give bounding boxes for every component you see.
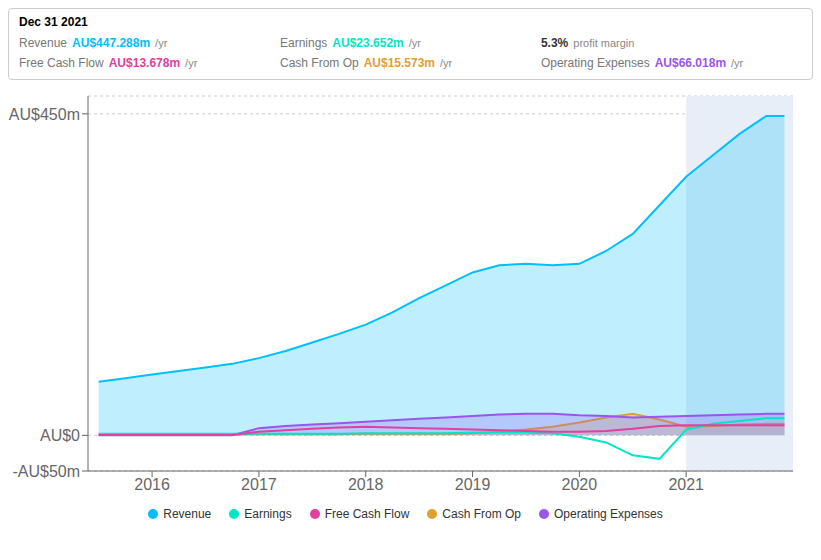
svg-text:AU$450m: AU$450m	[9, 106, 80, 123]
html-text:Revenue: Revenue	[163, 507, 212, 521]
html-text:/yr: /yr	[440, 57, 453, 69]
html-text:Free Cash Flow AU$13.678m /yr: Free Cash Flow AU$13.678m /yr	[19, 56, 198, 70]
svg-text:-AU$50m: -AU$50m	[12, 463, 80, 480]
html-text:Cash From Op: Cash From Op	[442, 507, 521, 521]
html-text:Earnings: Earnings	[244, 507, 292, 521]
html-text:Free Cash Flow: Free Cash Flow	[324, 507, 410, 521]
html-text:Revenue: Revenue	[19, 36, 67, 50]
svg-text:AU$0: AU$0	[40, 427, 80, 444]
svg-text:2019: 2019	[455, 476, 491, 493]
svg-text:2018: 2018	[348, 476, 384, 493]
html-text:Operating Expenses: Operating Expenses	[554, 507, 663, 521]
svg-text:2016: 2016	[134, 476, 170, 493]
html-text:AU$447.288m /yr: AU$447.288m /yr	[72, 36, 168, 50]
svg-text:2020: 2020	[562, 476, 598, 493]
svg-text:2017: 2017	[241, 476, 277, 493]
html-text:Operating Expenses AU$66.018m: Operating Expenses AU$66.018m /yr	[540, 56, 744, 70]
html-text:Dec 31 2021: Dec 31 2021	[19, 15, 88, 29]
svg-text:2021: 2021	[668, 476, 704, 493]
html-text:Earnings AU$23.652m /yr: Earnings AU$23.652m /yr	[280, 36, 421, 50]
html-text:5.3% profit margin: 5.3% profit margin	[540, 36, 635, 50]
html-text:Cash From Op AU$15.573m: Cash From Op AU$15.573m	[280, 56, 435, 70]
